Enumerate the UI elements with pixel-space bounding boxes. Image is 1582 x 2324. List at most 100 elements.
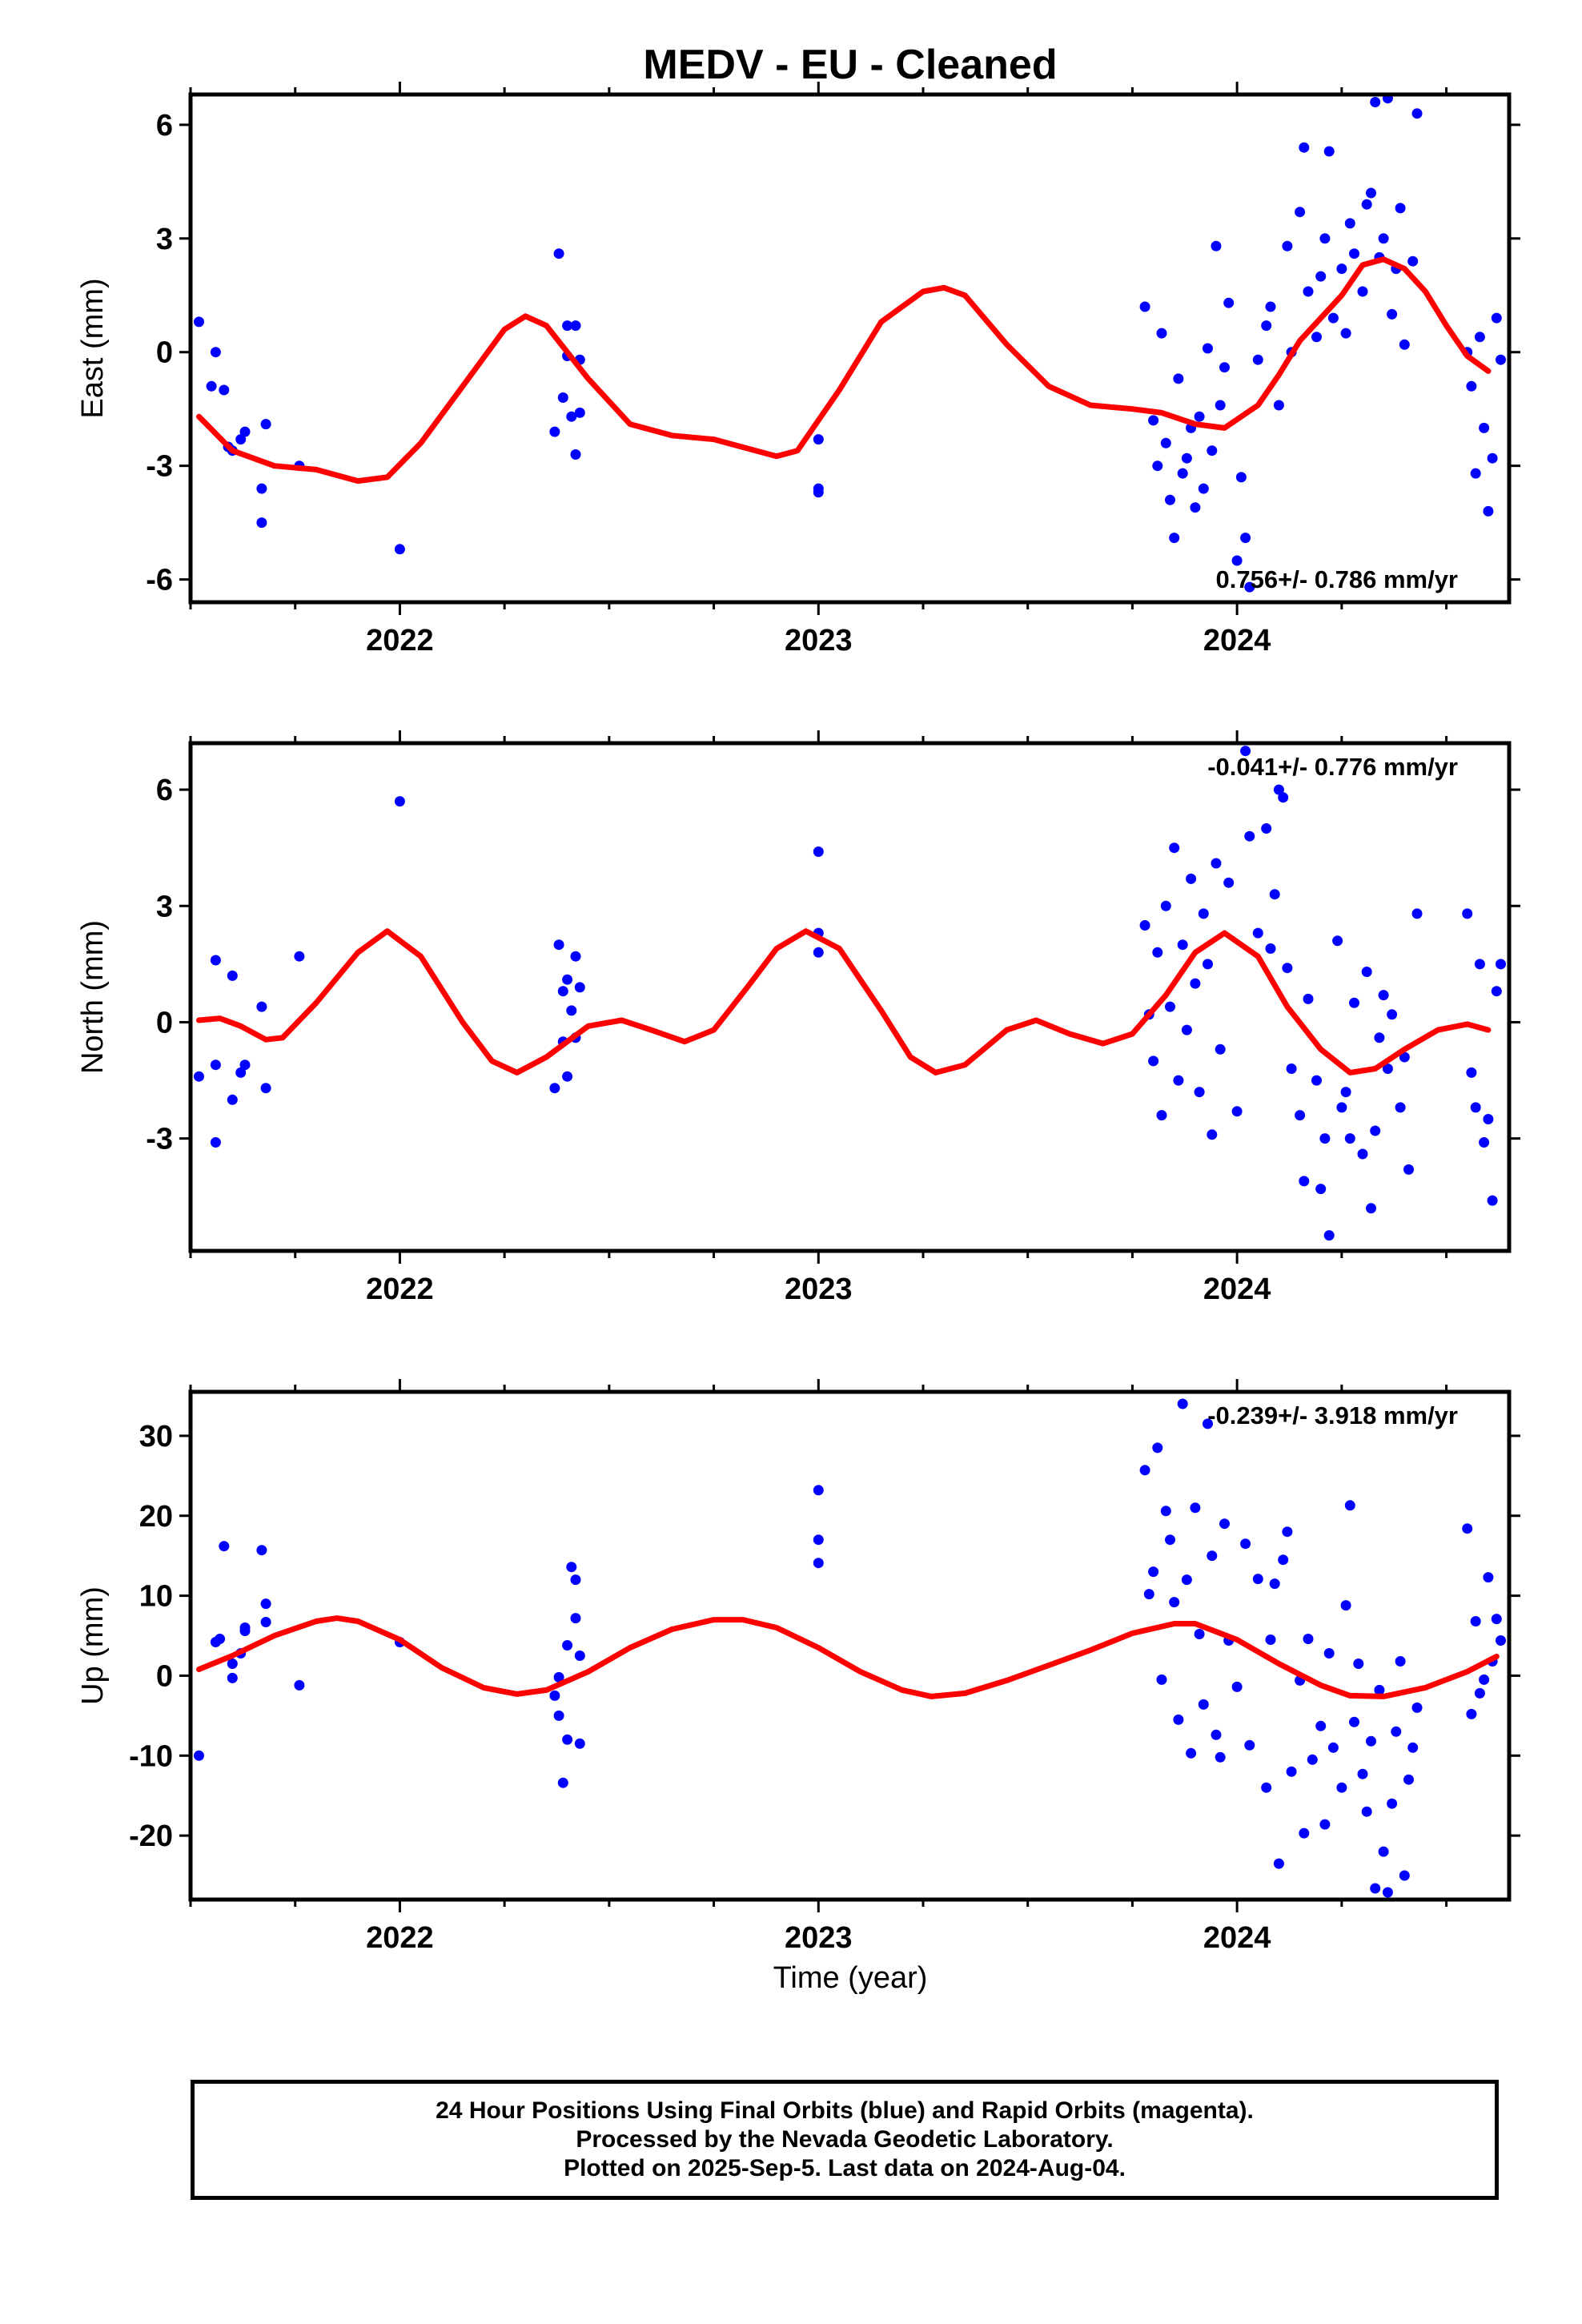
data-point [570,951,581,962]
data-point [1496,959,1506,970]
data-point [1165,1534,1175,1546]
data-point [813,1558,824,1569]
y-tick-label: -3 [146,450,173,484]
data-point [570,449,581,460]
data-point [294,1679,305,1691]
data-point [1349,997,1359,1008]
data-point [1403,1774,1414,1785]
data-point [219,1541,230,1552]
data-point [1156,1674,1167,1685]
data-point [1169,842,1180,854]
y-tick-label: 6 [156,109,173,143]
data-point [1156,328,1167,339]
data-point [1340,1600,1351,1611]
data-point [1323,1648,1335,1659]
data-point [1387,1798,1398,1809]
data-point [1160,1506,1171,1517]
data-point [1361,199,1372,210]
data-point [562,1734,573,1745]
data-point [574,1738,585,1749]
data-point [1244,830,1255,842]
data-point [1190,978,1201,989]
data-point [1387,1009,1398,1020]
data-point [260,1083,271,1094]
data-point [1152,947,1163,958]
data-point [1491,312,1502,324]
data-point [1203,1418,1213,1429]
data-point [1336,263,1347,275]
data-point [1483,1572,1494,1583]
data-point [1349,1716,1359,1727]
data-point [1252,354,1263,365]
data-point [1466,1067,1477,1078]
up-frame [188,1389,1512,1902]
data-point [210,955,221,966]
data-point [562,1071,573,1082]
data-point [1399,1870,1410,1881]
data-point [1378,233,1389,244]
data-point [1340,1087,1351,1098]
y-tick-label: -3 [146,1123,173,1156]
data-point [260,1598,271,1610]
data-point [1261,320,1272,332]
data-point [1357,1148,1368,1160]
data-point [570,1574,581,1586]
y-tick-label: 3 [156,890,173,923]
data-point [1353,1659,1364,1669]
data-point [1366,1203,1376,1214]
data-point [1470,1102,1481,1113]
data-point [549,1690,560,1701]
data-point [557,392,568,403]
data-point [1203,959,1213,970]
data-point [1173,1075,1184,1086]
y-tick-label: 20 [139,1500,173,1534]
data-point [1273,400,1284,411]
data-point [215,1634,226,1644]
data-point [1198,483,1209,494]
data-point [1215,400,1226,411]
data-point [1177,939,1188,951]
data-point [394,796,405,807]
data-point [1361,967,1372,977]
data-point [1391,1726,1402,1737]
data-point [1269,889,1280,900]
data-point [194,316,204,328]
data-point [1278,1554,1289,1566]
data-point [256,517,267,529]
north-points [194,746,1506,1241]
data-point [1211,240,1222,251]
data-point [1340,328,1351,339]
data-point [210,347,221,358]
data-point [1244,1739,1255,1751]
data-point [1198,908,1209,919]
north-rate-label: -0.041+/- 0.776 mm/yr [1207,753,1458,781]
data-point [1487,452,1498,464]
panel-east: -6 -3 0 3 6 2022 2023 2024 East (mm) 0.756+/- 0.7… [76,82,1520,657]
data-point [1327,312,1339,324]
data-point [1491,1614,1502,1625]
data-point [1374,1032,1385,1043]
data-point [1139,1465,1150,1476]
data-point [1344,218,1355,229]
data-point [1299,1827,1310,1839]
data-point [239,1622,251,1633]
data-point [1366,1735,1376,1747]
data-point [1273,784,1284,795]
data-point [210,1137,221,1148]
x-tick-label: 2024 [1203,1921,1271,1955]
data-point [219,384,230,396]
data-point [1223,877,1235,888]
x-tick-label: 2023 [785,624,853,657]
data-point [1190,502,1201,513]
data-point [1483,505,1494,517]
data-point [1273,1858,1284,1869]
data-point [1156,1110,1167,1121]
data-point [566,411,577,422]
data-point [1181,1574,1192,1586]
data-point [227,1672,238,1683]
data-point [562,320,573,332]
data-point [1295,207,1306,218]
data-point [1387,308,1398,320]
data-point [1303,993,1314,1004]
data-point [1474,332,1485,343]
